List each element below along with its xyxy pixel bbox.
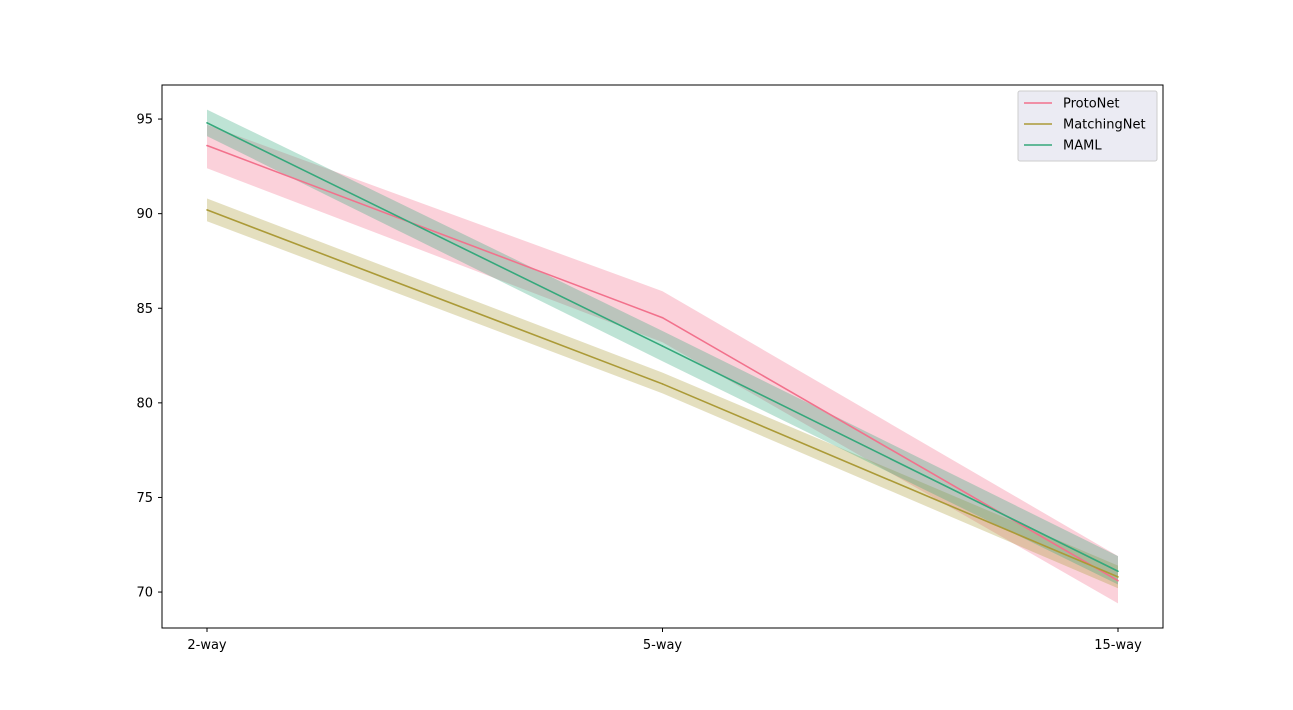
y-tick-label: 90 <box>136 207 153 222</box>
point-matchingnet-1 <box>661 383 664 385</box>
point-protonet-0 <box>206 144 208 147</box>
legend-label-protonet: ProtoNet <box>1063 97 1120 112</box>
y-axis: 70 75 80 85 90 95 <box>136 113 162 601</box>
legend-label-matchingnet: MatchingNet <box>1063 118 1146 133</box>
x-axis: 2-way 5-way 15-way <box>187 628 1142 653</box>
series-lines <box>206 122 1119 582</box>
x-tick-label: 5-way <box>643 638 683 653</box>
point-matchingnet-2 <box>1117 576 1119 578</box>
x-tick-label: 15-way <box>1094 638 1142 653</box>
legend: ProtoNet MatchingNet MAML <box>1017 90 1158 162</box>
band-protonet <box>207 124 1118 604</box>
band-maml <box>207 109 1118 585</box>
y-tick-label: 75 <box>136 491 153 506</box>
x-tick-label: 2-way <box>187 638 227 653</box>
point-maml-1 <box>661 345 664 347</box>
point-maml-2 <box>1117 570 1119 573</box>
point-matchingnet-0 <box>206 209 208 211</box>
y-tick-label: 95 <box>136 113 153 128</box>
point-protonet-1 <box>661 316 664 319</box>
legend-label-maml: MAML <box>1063 139 1102 154</box>
y-tick-label: 85 <box>136 302 153 317</box>
confidence-bands <box>207 109 1118 604</box>
point-protonet-2 <box>1117 579 1119 582</box>
point-maml-0 <box>206 122 208 124</box>
y-tick-label: 80 <box>136 396 153 411</box>
legend-box <box>1017 90 1158 162</box>
y-tick-label: 70 <box>136 586 153 601</box>
band-matchingnet <box>207 198 1118 589</box>
